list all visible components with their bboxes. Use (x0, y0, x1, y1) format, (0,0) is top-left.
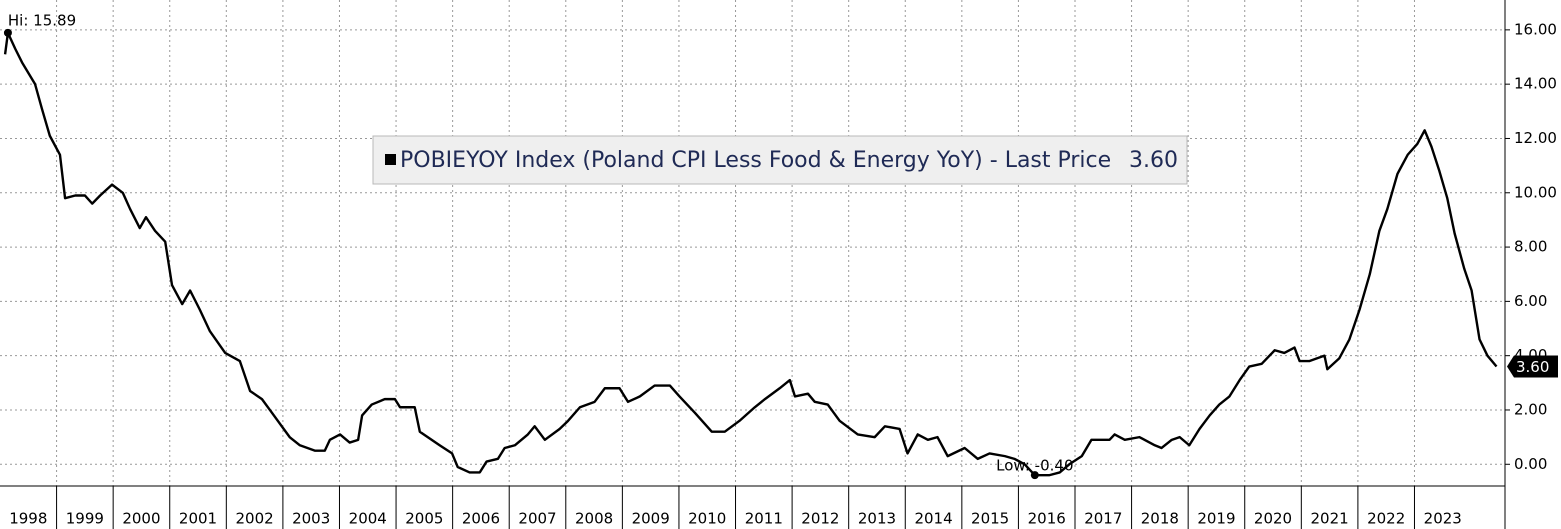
x-tick-label: 2003 (292, 510, 330, 528)
x-tick-label: 2005 (405, 510, 443, 528)
x-tick-label: 2020 (1254, 510, 1292, 528)
x-tick-label: 2017 (1084, 510, 1122, 528)
x-tick-label: 1998 (9, 510, 47, 528)
y-tick-label: 14.00 (1514, 75, 1557, 93)
x-tick-label: 2011 (745, 510, 783, 528)
annotation-dot (1030, 471, 1039, 480)
x-tick-label: 2012 (801, 510, 839, 528)
y-tick-label: 8.00 (1514, 238, 1547, 256)
x-tick-label: 2006 (462, 510, 500, 528)
legend-last-price: 3.60 (1129, 148, 1178, 173)
y-tick-label: 10.00 (1514, 183, 1557, 201)
y-tick-label: 16.00 (1514, 20, 1557, 38)
legend-swatch (385, 154, 396, 165)
x-tick-label: 2000 (122, 510, 160, 528)
x-tick-label: 2015 (971, 510, 1009, 528)
x-tick-label: 2001 (179, 510, 217, 528)
annotation-dot (3, 28, 12, 37)
legend-box (372, 135, 1188, 185)
y-tick-label: 6.00 (1514, 292, 1547, 310)
x-tick-label: 2010 (688, 510, 726, 528)
x-tick-label: 2018 (1141, 510, 1179, 528)
x-tick-label: 2013 (858, 510, 896, 528)
x-tick-label: 2002 (236, 510, 274, 528)
x-tick-label: 2009 (632, 510, 670, 528)
x-tick-label: 2019 (1197, 510, 1235, 528)
y-tick-label: 2.00 (1514, 400, 1547, 418)
annotation-label: Hi: 15.89 (8, 11, 76, 29)
x-tick-label: 1999 (66, 510, 104, 528)
x-tick-label: 2014 (914, 510, 952, 528)
annotation-label: Low: -0.40 (996, 457, 1073, 475)
y-tick-label: 0.00 (1514, 455, 1547, 473)
last-value-label: 3.60 (1516, 358, 1549, 376)
x-tick-label: 2021 (1311, 510, 1349, 528)
x-tick-label: 2022 (1367, 510, 1405, 528)
y-tick-label: 12.00 (1514, 129, 1557, 147)
last-value-box (1507, 355, 1558, 378)
x-tick-label: 2004 (349, 510, 387, 528)
x-tick-label: 2016 (1028, 510, 1066, 528)
x-tick-label: 2008 (575, 510, 613, 528)
series-line (3, 31, 1498, 477)
x-tick-label: 2007 (518, 510, 556, 528)
x-tick-label: 2023 (1424, 510, 1462, 528)
legend-label: POBIEYOY Index (Poland CPI Less Food & E… (400, 148, 1111, 173)
